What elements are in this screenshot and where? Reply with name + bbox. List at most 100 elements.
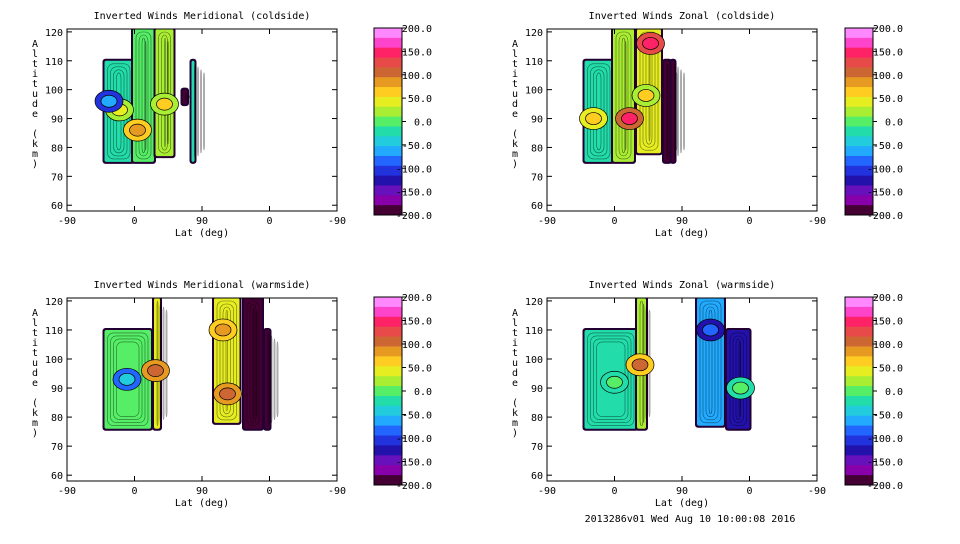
y-axis-label-char: d bbox=[512, 99, 518, 110]
colorbar-tick-label: -200.0 bbox=[867, 481, 903, 492]
colorbar-swatch bbox=[374, 415, 402, 427]
colorbar-swatch bbox=[374, 475, 402, 486]
chart-panel-1: -90 0 90 0 -90 60 70 80 90 100 110 120 Inverted Wind… bbox=[32, 11, 432, 239]
contour-blob-core bbox=[642, 37, 659, 50]
contour-line bbox=[680, 69, 682, 154]
x-tick-label: 0 bbox=[746, 216, 752, 227]
colorbar-tick-label: 200.0 bbox=[402, 24, 432, 35]
x-tick-label: -90 bbox=[538, 216, 556, 227]
colorbar-swatch bbox=[845, 146, 873, 157]
x-tick-label: 0 bbox=[611, 216, 617, 227]
colorbar-swatch bbox=[845, 455, 873, 466]
y-axis-label-char: l bbox=[32, 318, 38, 329]
y-axis-label-char: e bbox=[512, 109, 518, 120]
y-axis-label-char: ( bbox=[512, 129, 518, 140]
y-axis-label-char: m bbox=[512, 149, 518, 160]
x-axis-label: Lat (deg) bbox=[175, 228, 229, 239]
colorbar-swatch bbox=[374, 326, 402, 338]
x-tick-label: 90 bbox=[196, 486, 208, 497]
y-axis-label-char: d bbox=[32, 99, 38, 110]
colorbar-swatch bbox=[845, 405, 873, 417]
contour-line bbox=[194, 63, 196, 160]
chart-panel-2: -90 0 90 0 -90 60 70 80 90 100 110 120 Inverted Wind… bbox=[512, 11, 903, 239]
x-tick-label: -90 bbox=[328, 486, 346, 497]
colorbar-swatch bbox=[845, 136, 873, 147]
y-axis-label-char: ) bbox=[512, 159, 518, 170]
colorbar-swatch bbox=[845, 205, 873, 216]
colorbar-swatch bbox=[374, 155, 402, 167]
colorbar-swatch bbox=[374, 47, 402, 59]
data-layer bbox=[582, 298, 755, 431]
colorbar-tick-label: 50.0 bbox=[879, 364, 903, 375]
chart-title: Inverted Winds Zonal (warmside) bbox=[589, 280, 776, 291]
chart-title: Inverted Winds Meridional (coldside) bbox=[94, 11, 311, 22]
y-tick-label: 110 bbox=[45, 57, 63, 68]
colorbar-swatch bbox=[845, 165, 873, 177]
y-tick-label: 120 bbox=[45, 28, 63, 39]
y-tick-label: 100 bbox=[45, 86, 63, 97]
y-axis-label-char: i bbox=[512, 338, 518, 349]
colorbar-tick-label: 100.0 bbox=[402, 71, 432, 82]
colorbar-swatch bbox=[845, 356, 873, 367]
colorbar-tick-label: 150.0 bbox=[873, 47, 903, 58]
colorbar-swatch bbox=[845, 37, 873, 49]
y-axis-label-char: A bbox=[512, 308, 518, 319]
y-axis-label-char: A bbox=[32, 308, 38, 319]
contour-line bbox=[677, 66, 679, 157]
y-axis-label-char: e bbox=[32, 109, 38, 120]
contour-blob-core bbox=[118, 372, 136, 386]
contour-line bbox=[674, 63, 676, 160]
x-tick-label: 0 bbox=[131, 486, 137, 497]
contour-line bbox=[276, 341, 279, 418]
contour-line bbox=[624, 40, 627, 151]
colorbar-swatch bbox=[374, 165, 402, 177]
colorbar-swatch bbox=[374, 37, 402, 49]
colorbar-tick-label: 50.0 bbox=[879, 94, 903, 105]
y-axis-label-char: ) bbox=[512, 428, 518, 439]
colorbar-swatch bbox=[845, 435, 873, 446]
x-tick-label: 0 bbox=[611, 486, 617, 497]
x-tick-label: 0 bbox=[746, 486, 752, 497]
contour-line bbox=[197, 66, 199, 157]
contour-blob-core bbox=[219, 387, 236, 401]
contour-blob-core bbox=[631, 358, 649, 372]
colorbar-tick-label: 0.0 bbox=[885, 387, 903, 398]
colorbar-tick-label: -100.0 bbox=[867, 164, 903, 175]
y-tick-label: 100 bbox=[45, 355, 63, 366]
contour-line bbox=[267, 332, 270, 427]
x-axis-label: Lat (deg) bbox=[655, 228, 709, 239]
colorbar-swatch bbox=[374, 67, 402, 78]
y-axis-label-char: u bbox=[512, 358, 518, 369]
y-axis-label-char: k bbox=[32, 139, 38, 150]
contour-line bbox=[590, 335, 632, 424]
colorbar: 200.0 150.0 100.0 50.0 0.0 -50.0 -100.0 -150.0 -… bbox=[373, 24, 432, 222]
y-tick-label: 120 bbox=[525, 297, 543, 308]
y-tick-label: 70 bbox=[51, 442, 63, 453]
y-tick-label: 100 bbox=[525, 86, 543, 97]
y-axis-label-char: k bbox=[512, 408, 518, 419]
y-axis-label-char: d bbox=[32, 368, 38, 379]
y-tick-label: 80 bbox=[531, 143, 543, 154]
colorbar-swatch bbox=[845, 415, 873, 427]
colorbar-tick-label: -100.0 bbox=[396, 164, 432, 175]
colorbar-swatch bbox=[845, 155, 873, 167]
colorbar: 200.0 150.0 100.0 50.0 0.0 -50.0 -100.0 -150.0 -… bbox=[844, 293, 903, 492]
y-tick-label: 100 bbox=[525, 355, 543, 366]
y-axis-label-char: t bbox=[32, 59, 38, 70]
colorbar-tick-label: -200.0 bbox=[396, 211, 432, 222]
colorbar-swatch bbox=[374, 445, 402, 456]
y-tick-label: 60 bbox=[531, 471, 543, 482]
contour-line bbox=[216, 300, 237, 421]
chart-title: Inverted Winds Meridional (warmside) bbox=[94, 280, 311, 291]
colorbar-tick-label: 200.0 bbox=[873, 24, 903, 35]
x-tick-label: 0 bbox=[266, 486, 272, 497]
contour-line bbox=[666, 63, 669, 160]
y-tick-label: 80 bbox=[51, 413, 63, 424]
colorbar-tick-label: 100.0 bbox=[873, 340, 903, 351]
colorbar-swatch bbox=[374, 405, 402, 417]
colorbar-swatch bbox=[845, 126, 873, 137]
colorbar-tick-label: 200.0 bbox=[402, 293, 432, 304]
contour-line bbox=[683, 72, 685, 151]
x-tick-label: 90 bbox=[676, 216, 688, 227]
colorbar-swatch bbox=[845, 87, 873, 98]
